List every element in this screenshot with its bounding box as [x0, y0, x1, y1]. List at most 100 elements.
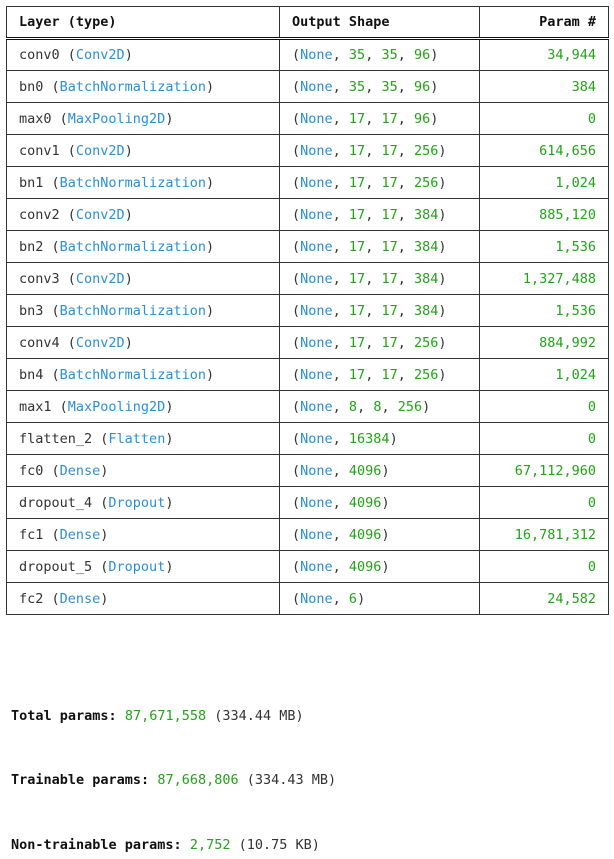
punctuation: ) — [389, 430, 398, 447]
layer-cell: max0 (MaxPooling2D) — [6, 102, 280, 135]
layer-name: dropout_5 — [19, 558, 93, 575]
shape-none-token: None — [300, 398, 333, 415]
layer-type: Dense — [59, 526, 101, 543]
layer-name: fc0 — [19, 462, 44, 479]
layer-name: fc2 — [19, 590, 44, 607]
param-count-cell: 67,112,960 — [479, 454, 609, 487]
punctuation: ( — [292, 174, 301, 191]
punctuation: , — [332, 430, 349, 447]
trainable-params-label: Trainable params: — [11, 772, 150, 788]
table-row: fc0 (Dense) (None, 4096) 67,112,960 — [6, 454, 609, 487]
table-body: conv0 (Conv2D) (None, 35, 35, 96) 34,944 bn… — [6, 38, 609, 615]
punctuation: ) — [124, 47, 133, 63]
punctuation: ( — [292, 270, 301, 287]
punctuation: , — [381, 398, 398, 415]
shape-none-token: None — [300, 302, 333, 319]
punctuation: ( — [292, 398, 301, 415]
layer-name: conv1 — [19, 142, 60, 159]
output-shape-cell: (None, 17, 17, 256) — [279, 326, 480, 359]
shape-dim: 96 — [413, 78, 431, 95]
shape-dim: 8 — [348, 398, 358, 415]
table-row: max1 (MaxPooling2D) (None, 8, 8, 256) 0 — [6, 390, 609, 423]
punctuation: ) — [422, 398, 431, 415]
punctuation: , — [365, 47, 382, 63]
punctuation: ) — [205, 174, 215, 191]
punctuation: ) — [124, 206, 133, 223]
param-count-cell: 1,024 — [479, 166, 609, 199]
output-shape-cell: (None, 17, 17, 384) — [279, 230, 480, 263]
table-row: dropout_5 (Dropout) (None, 4096) 0 — [6, 550, 609, 583]
shape-none-token: None — [300, 526, 333, 543]
shape-none-token: None — [300, 494, 333, 511]
output-shape-cell: (None, 35, 35, 96) — [279, 38, 480, 71]
table-row: max0 (MaxPooling2D) (None, 17, 17, 96) 0 — [6, 102, 609, 135]
punctuation: ( — [92, 558, 109, 575]
layer-cell: conv4 (Conv2D) — [6, 326, 280, 359]
punctuation: ) — [438, 174, 447, 191]
punctuation: ( — [292, 366, 301, 383]
layer-name: bn1 — [19, 174, 44, 191]
punctuation: ( — [92, 494, 109, 511]
layer-type: Conv2D — [75, 334, 125, 351]
table-row: conv2 (Conv2D) (None, 17, 17, 384) 885,120 — [6, 198, 609, 231]
punctuation: , — [332, 78, 349, 95]
layer-type: Flatten — [108, 430, 166, 447]
punctuation: , — [357, 398, 374, 415]
output-shape-cell: (None, 16384) — [279, 422, 480, 455]
punctuation: ( — [43, 78, 60, 95]
layer-type: MaxPooling2D — [67, 110, 166, 127]
shape-dim: 17 — [381, 302, 398, 319]
layer-name: conv2 — [19, 206, 60, 223]
punctuation: , — [397, 302, 414, 319]
output-shape-cell: (None, 4096) — [279, 518, 480, 551]
punctuation: ( — [43, 366, 60, 383]
param-count-cell: 1,327,488 — [479, 262, 609, 295]
punctuation: , — [365, 334, 382, 351]
punctuation: ( — [51, 398, 68, 415]
table-header-row: Layer (type) Output Shape Param # — [6, 6, 609, 40]
punctuation: , — [332, 590, 349, 607]
punctuation: ) — [165, 110, 174, 127]
punctuation: , — [332, 142, 349, 159]
punctuation: , — [332, 110, 349, 127]
punctuation: ( — [43, 238, 60, 255]
shape-dim: 35 — [381, 47, 398, 63]
output-shape-cell: (None, 4096) — [279, 550, 480, 583]
trainable-params-value: 87,668,806 — [157, 772, 239, 788]
punctuation: , — [397, 206, 414, 223]
punctuation: ) — [100, 590, 109, 607]
punctuation: , — [365, 110, 382, 127]
shape-dim: 384 — [413, 238, 439, 255]
output-shape-cell: (None, 4096) — [279, 454, 480, 487]
punctuation: ( — [292, 142, 301, 159]
punctuation: , — [365, 302, 382, 319]
shape-dim: 8 — [373, 398, 382, 415]
output-shape-cell: (None, 17, 17, 384) — [279, 262, 480, 295]
shape-none-token: None — [300, 174, 333, 191]
punctuation: , — [397, 47, 414, 63]
layer-type: Dropout — [108, 494, 166, 511]
table-row: bn3 (BatchNormalization) (None, 17, 17, 3… — [6, 294, 609, 327]
output-shape-cell: (None, 17, 17, 256) — [279, 166, 480, 199]
shape-none-token: None — [300, 462, 333, 479]
table-row: conv3 (Conv2D) (None, 17, 17, 384) 1,327,4… — [6, 262, 609, 295]
output-shape-cell: (None, 35, 35, 96) — [279, 70, 480, 103]
output-shape-cell: (None, 6) — [279, 582, 480, 615]
punctuation: ) — [205, 238, 215, 255]
shape-dim: 4096 — [348, 462, 382, 479]
shape-none-token: None — [300, 110, 333, 127]
punctuation: ( — [292, 558, 301, 575]
layer-name: conv4 — [19, 334, 60, 351]
punctuation: , — [332, 494, 349, 511]
table-row: conv4 (Conv2D) (None, 17, 17, 256) 884,992 — [6, 326, 609, 359]
punctuation: , — [332, 302, 349, 319]
table-row: conv0 (Conv2D) (None, 35, 35, 96) 34,944 — [6, 38, 609, 71]
punctuation: ) — [430, 110, 439, 127]
punctuation: , — [397, 78, 414, 95]
layer-name: conv3 — [19, 270, 60, 287]
layer-cell: conv3 (Conv2D) — [6, 262, 280, 295]
punctuation: ( — [292, 110, 301, 127]
table-row: fc2 (Dense) (None, 6) 24,582 — [6, 582, 609, 615]
punctuation: ) — [438, 238, 447, 255]
punctuation: ( — [292, 238, 301, 255]
